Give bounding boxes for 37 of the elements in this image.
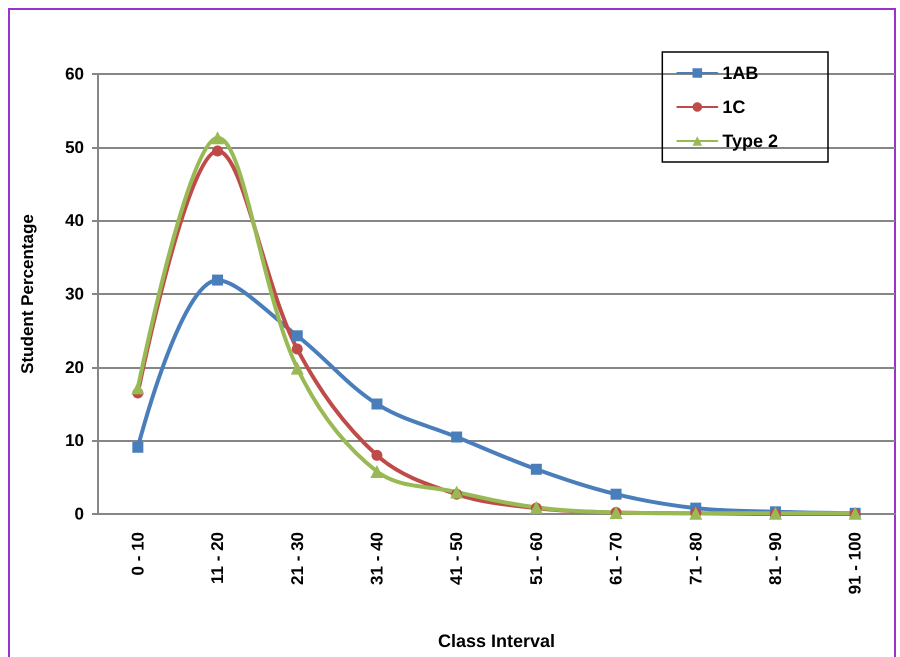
y-tick-label: 50 [65,138,84,157]
point [212,274,224,286]
y-axis-title: Student Percentage [18,214,37,374]
y-tick-label: 0 [74,504,84,524]
x-tick-label: 21 - 30 [288,532,307,585]
x-tick-label: 0 - 10 [128,532,148,576]
point [450,486,464,498]
point [131,381,144,394]
point [290,362,304,375]
x-tick-label: 61 - 70 [606,532,626,585]
x-tick-label: 91 - 100 [846,532,865,594]
x-tick-label: 11 - 20 [208,532,228,584]
x-axis-title: Class Interval [438,631,556,651]
legend-label: Type 2 [722,131,778,151]
point [451,432,462,442]
point [371,398,382,410]
point [211,131,224,144]
x-tick-label: 51 - 60 [526,532,546,585]
legend-label: 1C [722,97,746,117]
x-tick-label: 41 - 50 [447,532,466,585]
point [292,344,303,354]
point [212,146,224,156]
y-tick-label: 60 [65,64,84,84]
point [292,330,303,342]
y-tick-label: 40 [65,211,84,230]
x-tick-label: 81 - 90 [766,532,785,585]
point [530,464,542,475]
point [610,488,622,500]
y-tick-label: 20 [65,358,84,377]
point [132,442,144,453]
point [371,450,382,461]
y-tick-label: 10 [65,431,84,450]
legend-label: 1AB [722,63,758,83]
x-tick-label: 71 - 80 [686,532,706,585]
x-tick-label: 31 - 40 [367,532,386,585]
y-tick-label: 30 [65,284,84,304]
point [370,464,384,478]
